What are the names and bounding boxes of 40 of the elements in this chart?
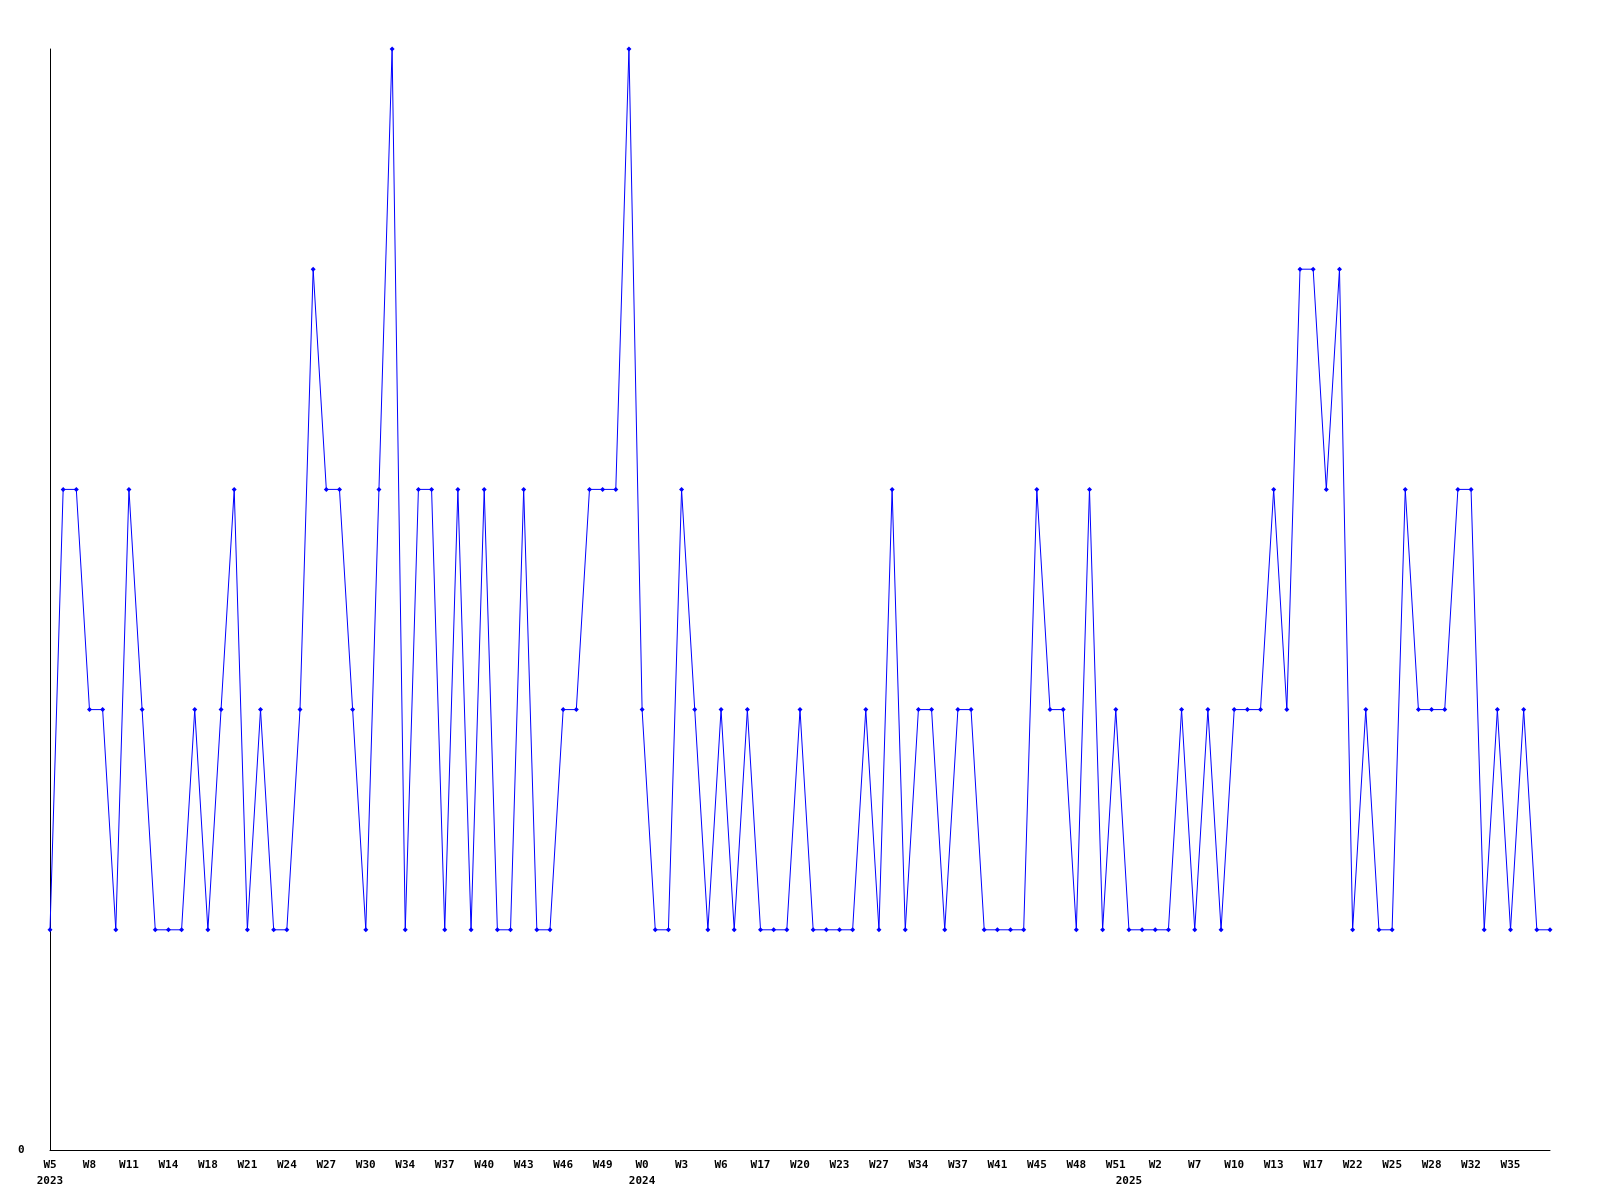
x-tick-label: W20 xyxy=(790,1157,810,1171)
x-tick-label: W45 xyxy=(1026,1157,1047,1171)
x-tick-label: W51 xyxy=(1105,1157,1127,1171)
x-tick-label: W7 xyxy=(1188,1157,1202,1171)
x-tick-label: W0 2024 xyxy=(628,1157,656,1187)
x-tick-label: W34 xyxy=(908,1157,929,1171)
x-tick-label: W5 2023 xyxy=(36,1157,64,1187)
x-tick-label: W27 xyxy=(869,1157,889,1171)
x-tick-label: W25 xyxy=(1382,1157,1403,1171)
x-tick-label: W28 xyxy=(1421,1157,1442,1171)
x-tick-label: W17 xyxy=(1303,1157,1324,1171)
x-tick-label: W17 xyxy=(750,1157,771,1171)
x-tick-label: W23 xyxy=(829,1157,850,1171)
x-tick-label: W24 xyxy=(276,1157,298,1171)
x-tick-label: W49 xyxy=(592,1157,613,1171)
x-tick-label: W46 xyxy=(553,1157,574,1171)
x-tick-label: W21 xyxy=(237,1157,258,1171)
x-tick-label: W41 xyxy=(987,1157,1008,1171)
x-tick-label: W37 xyxy=(947,1157,968,1171)
x-tick-label: 2025 xyxy=(1115,1173,1143,1187)
x-tick-label: W14 xyxy=(158,1157,179,1171)
x-tick-label: W2 xyxy=(1148,1157,1162,1171)
x-tick-label: W11 xyxy=(119,1157,140,1171)
x-tick-label: W34 xyxy=(395,1157,416,1171)
x-tick-label: W43 xyxy=(513,1157,534,1171)
x-tick-label: W27 xyxy=(316,1157,337,1171)
x-tick-label: W48 xyxy=(1066,1157,1087,1171)
x-tick-label: W10 xyxy=(1224,1157,1245,1171)
x-tick-label: W32 xyxy=(1461,1157,1481,1171)
x-tick-label: W40 xyxy=(474,1157,495,1171)
x-tick-label: W13 xyxy=(1263,1157,1284,1171)
x-tick-label: W22 xyxy=(1342,1157,1363,1171)
text: 0 xyxy=(18,1143,25,1156)
x-tick-label: W18 xyxy=(197,1157,218,1171)
x-tick-label: W8 xyxy=(82,1157,97,1171)
x-tick-label: W37 xyxy=(434,1157,455,1171)
x-tick-label: W30 xyxy=(355,1157,376,1171)
x-tick-label: W6 xyxy=(714,1157,729,1171)
x-tick-label: W35 xyxy=(1500,1157,1521,1171)
x-tick-label: W3 xyxy=(674,1157,689,1171)
